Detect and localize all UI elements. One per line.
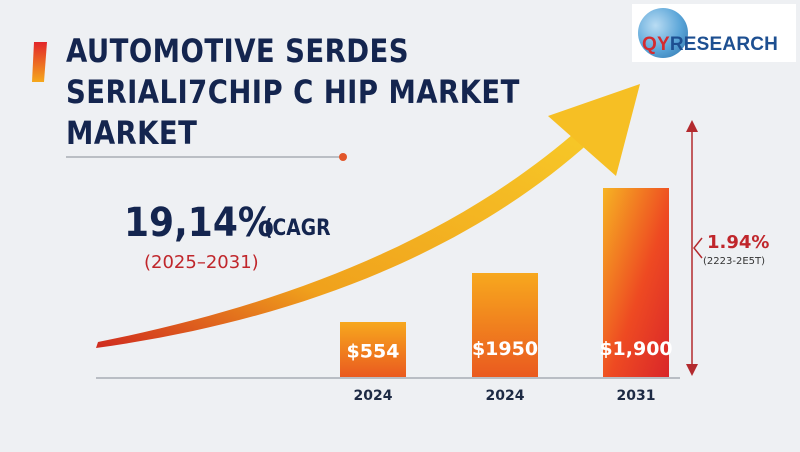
- qyresearch-logo: QYRESEARCH: [632, 4, 796, 62]
- title-line-1: AUTOMOTIVE SERDES: [66, 32, 410, 70]
- logo-text: QYRESEARCH: [642, 34, 778, 56]
- bar-3: [603, 188, 669, 377]
- title-line-3: MARKET: [66, 114, 198, 152]
- bar-1: [340, 322, 406, 377]
- bar-2: [472, 273, 538, 377]
- cagr-period: (2025–2031): [144, 252, 259, 273]
- range-arrow-down: [686, 364, 698, 376]
- cagr-label: (CAGR: [264, 216, 331, 241]
- globe-icon: [638, 8, 688, 58]
- bars-group: $554 2024 $1950 2024 $1,900 2031: [340, 188, 673, 404]
- title-underline-dot: [339, 153, 347, 161]
- range-arrow-up: [686, 120, 698, 132]
- side-growth-value: 1.94%: [707, 232, 770, 253]
- category-label-1: 2024: [354, 388, 393, 404]
- logo-text-research: RESEARCH: [669, 34, 779, 55]
- cagr-value: 19,14%: [124, 200, 274, 246]
- growth-arrow-head: [548, 84, 640, 176]
- range-bracket: [693, 237, 703, 259]
- category-label-2: 2024: [486, 388, 525, 404]
- title-line-2: SERIALI7CHIP C HIP MARKET: [66, 73, 520, 111]
- logo-text-qy: QY: [642, 34, 670, 55]
- side-growth-period: (2223-2E5T): [703, 256, 766, 267]
- title-accent-bar: [32, 42, 47, 82]
- category-label-3: 2031: [617, 388, 656, 404]
- bar-value-label-1: $554: [347, 341, 400, 363]
- bar-value-label-2: $1950: [472, 338, 538, 360]
- bar-value-label-3: $1,900: [599, 338, 672, 360]
